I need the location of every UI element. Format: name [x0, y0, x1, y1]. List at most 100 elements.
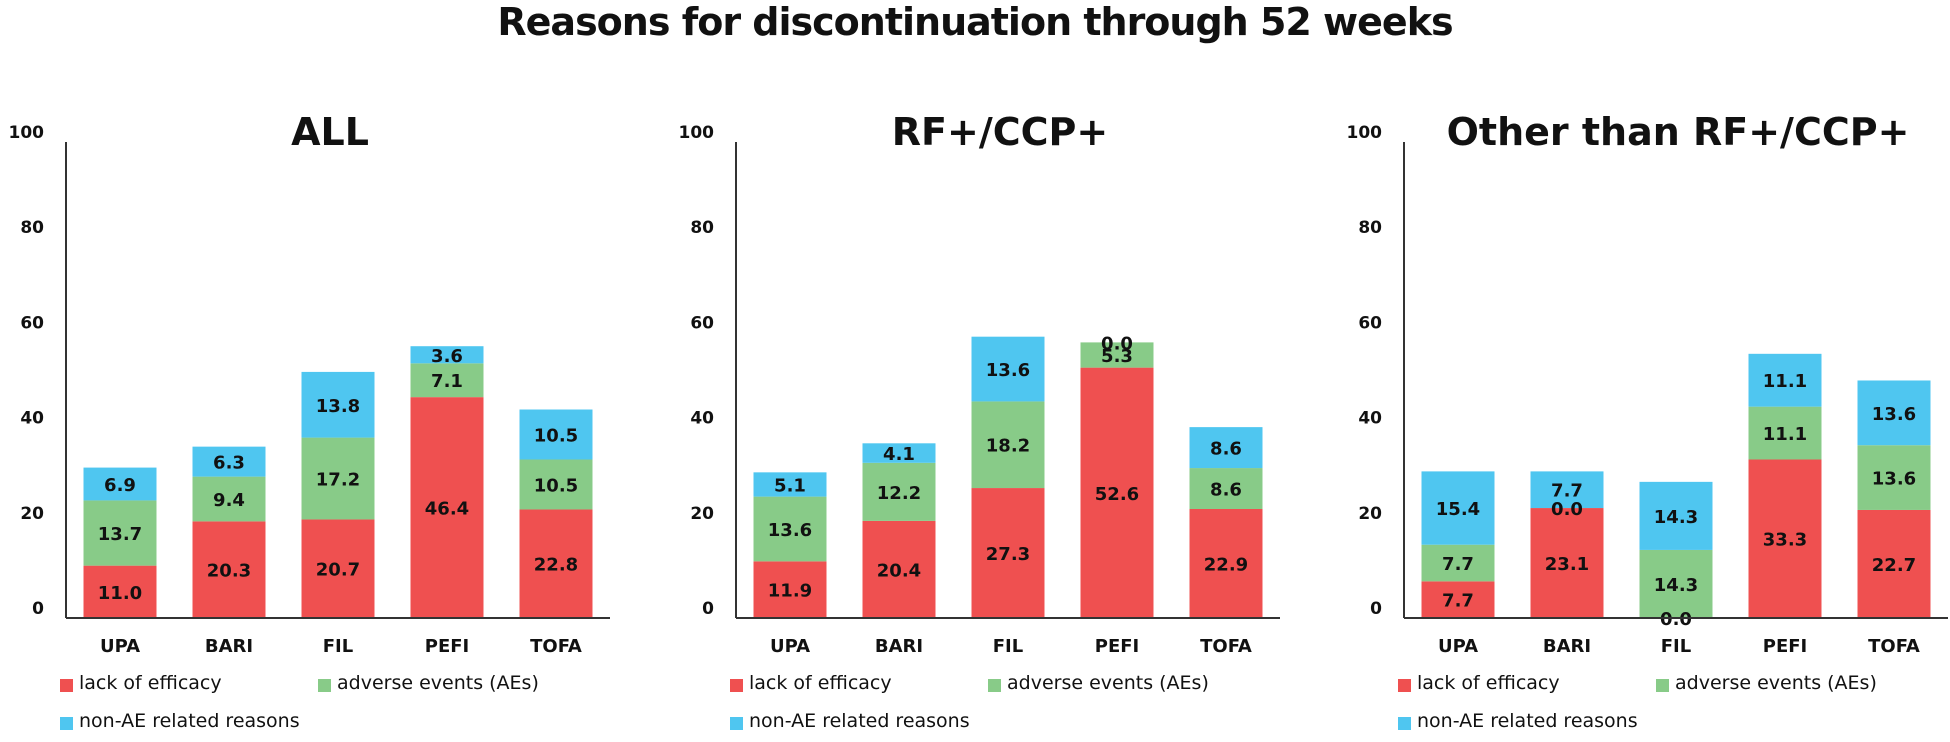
data-label: 20.4 — [877, 560, 921, 581]
bar-stack-bari: 20.4 12.2 4.1 — [862, 443, 936, 618]
legend-swatch — [730, 716, 743, 730]
legend-label: non-AE related reasons — [749, 710, 970, 732]
y-tick-label: 0 — [1370, 599, 1382, 619]
y-tick-label: 20 — [1358, 504, 1382, 524]
bar-segment-adverse-events — [410, 363, 484, 398]
bar-segment-lack-of-efficacy — [753, 561, 827, 618]
y-tick-label: 60 — [20, 313, 44, 333]
legend-swatch — [1656, 678, 1669, 692]
bar-segment-adverse-events — [301, 437, 375, 520]
bar-segment-adverse-events — [519, 459, 593, 510]
chart-title: Other than RF+/CCP+ — [1446, 110, 1910, 154]
bar-segment-lack-of-efficacy — [862, 520, 936, 618]
legend-label: adverse events (AEs) — [1007, 672, 1209, 694]
data-label: 13.6 — [768, 520, 812, 541]
data-label: 22.8 — [534, 555, 578, 576]
x-tick-label: TOFA — [530, 636, 582, 657]
x-tick-label: PEFI — [1763, 636, 1807, 657]
y-tick-label: 100 — [1347, 123, 1383, 143]
bar-stack-upa: 11.0 13.7 6.9 — [83, 467, 157, 618]
data-label: 8.6 — [1210, 480, 1242, 501]
legend-item-lack-of-efficacy: lack of efficacy — [60, 672, 222, 694]
bar-segment-non-ae — [1857, 380, 1931, 446]
x-tick-label: BARI — [1543, 636, 1591, 657]
y-tick-label: 60 — [690, 313, 714, 333]
x-tick-label: TOFA — [1200, 636, 1252, 657]
bar-stack-tofa: 22.7 13.6 13.6 — [1857, 380, 1931, 618]
bar-segment-adverse-events — [1748, 406, 1822, 460]
x-tick-label: BARI — [875, 636, 923, 657]
legend-item-non-ae: non-AE related reasons — [60, 710, 300, 732]
data-label: 15.4 — [1436, 499, 1480, 520]
bar-segment-lack-of-efficacy — [1080, 367, 1154, 618]
bar-stack-upa: 7.7 7.7 15.4 — [1421, 471, 1495, 618]
bar-segment-adverse-events — [192, 476, 266, 522]
data-label: 23.1 — [1545, 554, 1589, 575]
stacked-bar-chart: 0 20 40 60 80 100 11.0 13.7 6.9 UPA 20.3 9.4 6.3 BARI… — [9, 123, 610, 657]
legend-label: lack of efficacy — [79, 672, 222, 694]
x-tick-label: UPA — [1438, 636, 1478, 657]
chart-panel-rf-ccp-positive: RF+/CCP+ 0 20 40 60 80 100 11.9 13.6 5.1 UPA 20.4 1… — [670, 110, 1310, 742]
data-label: 10.5 — [534, 475, 578, 496]
y-tick-label: 100 — [9, 123, 45, 143]
bar-stack-fil: 20.7 17.2 13.8 — [301, 371, 375, 618]
bar-segment-non-ae — [519, 409, 593, 460]
legend-item-adverse-events: adverse events (AEs) — [1656, 672, 1877, 694]
bar-segment-adverse-events — [753, 496, 827, 562]
bar-stack-tofa: 22.9 8.6 8.6 — [1189, 427, 1263, 618]
bar-segment-lack-of-efficacy — [410, 397, 484, 618]
bar-segment-lack-of-efficacy — [1748, 459, 1822, 618]
bar-segment-lack-of-efficacy — [83, 565, 157, 618]
data-label: 46.4 — [425, 499, 469, 520]
data-label: 3.6 — [431, 346, 463, 367]
data-label: 13.6 — [986, 360, 1030, 381]
bar-segment-non-ae — [1530, 471, 1604, 509]
data-label: 12.2 — [877, 483, 921, 504]
chart-panel-all: ALL 0 20 40 60 80 100 11.0 13.7 6.9 UPA 20.3 9.4 6.3… — [0, 110, 640, 742]
data-label: 20.3 — [207, 561, 251, 582]
data-label: 14.3 — [1654, 507, 1698, 528]
legend-swatch — [60, 678, 73, 692]
data-label: 0.0 — [1660, 609, 1692, 630]
bar-stack-bari: 20.3 9.4 6.3 — [192, 446, 266, 618]
bar-stack-pefi: 33.3 11.1 11.1 — [1748, 353, 1822, 618]
data-label: 4.1 — [883, 444, 915, 465]
legend-label: lack of efficacy — [1417, 672, 1560, 694]
bar-segment-adverse-events — [1189, 468, 1263, 509]
data-label: 22.7 — [1872, 555, 1916, 576]
data-label: 27.3 — [986, 544, 1030, 565]
data-label: 17.2 — [316, 470, 360, 491]
bar-segment-non-ae — [301, 371, 375, 438]
x-tick-label: UPA — [770, 636, 810, 657]
bar-segment-non-ae — [410, 346, 484, 364]
bar-segment-lack-of-efficacy — [192, 521, 266, 618]
bar-segment-non-ae — [862, 443, 936, 463]
data-label: 7.7 — [1551, 481, 1583, 502]
x-tick-label: PEFI — [1095, 636, 1139, 657]
bar-stack-fil: 0.0 14.3 14.3 — [1639, 481, 1713, 630]
x-tick-label: UPA — [100, 636, 140, 657]
bar-stack-pefi: 46.4 7.1 3.6 — [410, 346, 484, 618]
legend-label: non-AE related reasons — [1417, 710, 1638, 732]
legend-label: adverse events (AEs) — [1675, 672, 1877, 694]
bar-stack-fil: 27.3 18.2 13.6 — [971, 336, 1045, 618]
y-tick-label: 40 — [690, 409, 714, 429]
data-label: 7.7 — [1442, 554, 1474, 575]
bar-segment-non-ae — [1189, 427, 1263, 469]
y-tick-label: 80 — [1358, 218, 1382, 238]
legend-swatch — [60, 716, 73, 730]
bar-segment-non-ae — [1748, 353, 1822, 407]
legend-item-lack-of-efficacy: lack of efficacy — [1398, 672, 1560, 694]
legend-label: non-AE related reasons — [79, 710, 300, 732]
data-label: 0.0 — [1101, 333, 1133, 354]
bar-segment-adverse-events — [1639, 549, 1713, 618]
stacked-bar-chart: 0 20 40 60 80 100 11.9 13.6 5.1 UPA 20.4 12.2 4.1 BAR… — [679, 123, 1280, 657]
bar-segment-non-ae — [192, 446, 266, 477]
legend-label: lack of efficacy — [749, 672, 892, 694]
bar-segment-lack-of-efficacy — [1530, 508, 1604, 618]
data-label: 13.7 — [98, 524, 142, 545]
bar-segment-non-ae — [971, 336, 1045, 402]
data-label: 6.9 — [104, 475, 136, 496]
bar-stack-tofa: 22.8 10.5 10.5 — [519, 409, 593, 618]
x-tick-label: TOFA — [1868, 636, 1920, 657]
